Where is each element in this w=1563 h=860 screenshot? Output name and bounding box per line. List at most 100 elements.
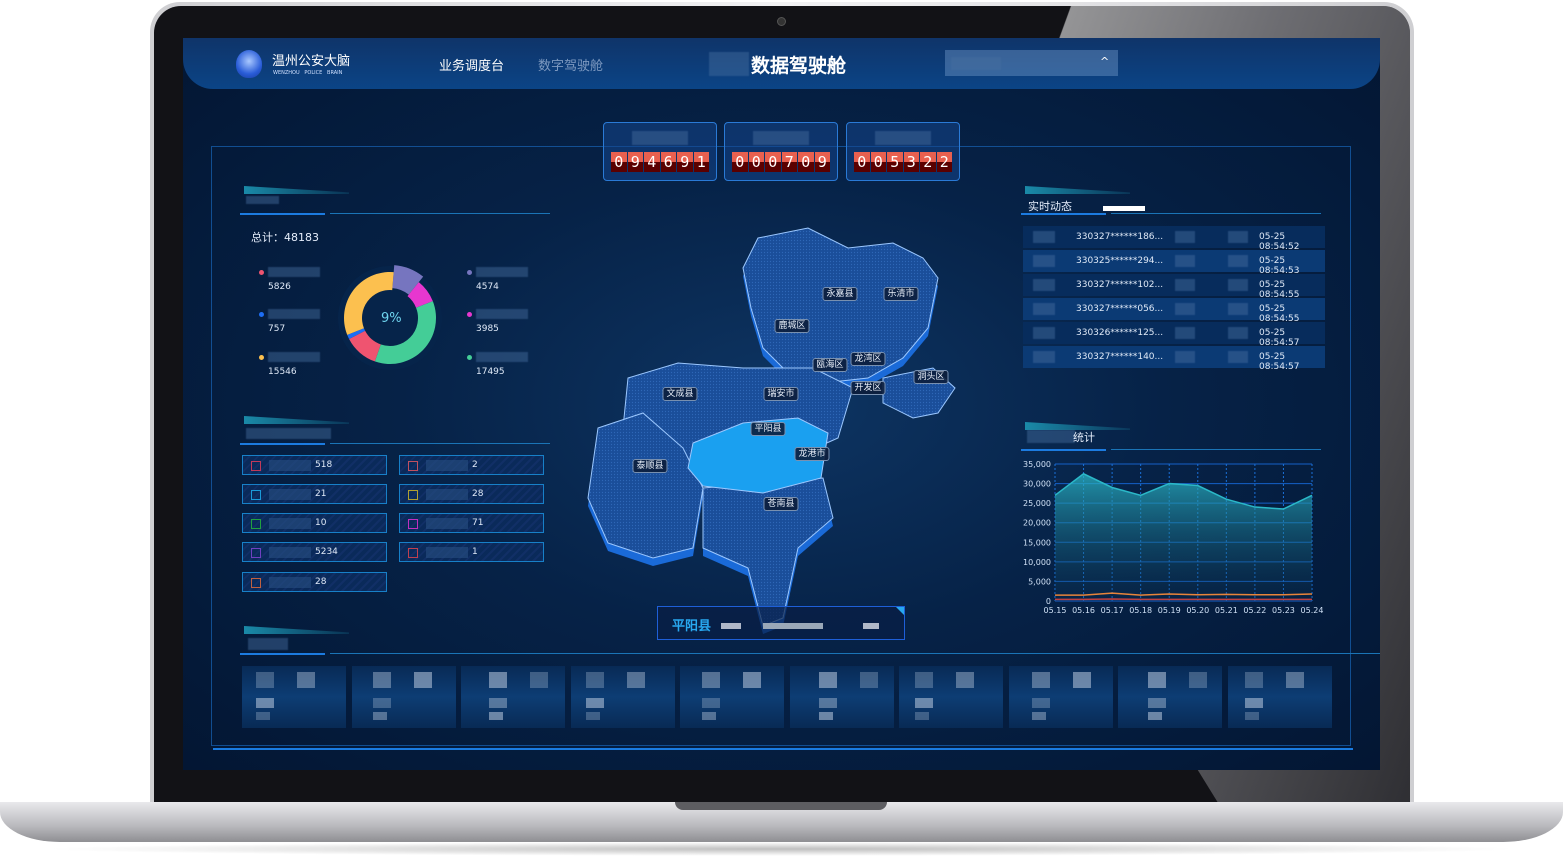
counter-digit: 9 — [677, 152, 693, 172]
selected-region-panel: 平阳县 — [657, 606, 905, 640]
donut-legend-item: 17495 — [467, 352, 528, 377]
map-label[interactable]: 永嘉县 — [822, 287, 858, 301]
map-label[interactable]: 瓯海区 — [812, 358, 848, 372]
legend-dot-icon — [467, 312, 472, 317]
series-area — [1055, 473, 1312, 601]
realtime-row[interactable]: 330327******186... 05-25 08:54:52 — [1023, 226, 1325, 252]
donut-slice — [344, 272, 394, 335]
summary-card[interactable] — [570, 666, 675, 728]
donut-total: 总计：48183 — [251, 231, 319, 244]
map-label[interactable]: 乐清市 — [883, 287, 919, 301]
counter-digit: 6 — [660, 152, 676, 172]
summary-card[interactable] — [1118, 666, 1222, 728]
map-label[interactable]: 龙湾区 — [850, 352, 886, 366]
frame-bottom-line — [213, 748, 1353, 750]
dashboard-screen: 温州公安大脑 WENZHOU POLICE BRAIN 业务调度台 数字驾驶舱 … — [183, 38, 1380, 770]
counter-digit: 1 — [693, 152, 709, 172]
map-label[interactable]: 龙港市 — [794, 447, 830, 461]
counter-digit: 2 — [936, 152, 952, 172]
y-tick-label: 5,000 — [1028, 577, 1051, 586]
map-label[interactable]: 平阳县 — [750, 422, 786, 436]
stat-item[interactable]: 71 — [399, 513, 544, 533]
stat-item[interactable]: 518 — [242, 455, 387, 475]
donut-slice — [407, 282, 433, 308]
y-tick-label: 25,000 — [1023, 499, 1051, 508]
category-square-icon — [251, 548, 261, 558]
page-title: 数据驾驶舱 — [751, 55, 847, 77]
x-tick-label: 05.18 — [1129, 606, 1152, 615]
stat-item[interactable]: 28 — [242, 572, 387, 592]
map-label[interactable]: 鹿城区 — [774, 319, 810, 333]
stat-item[interactable]: 28 — [399, 484, 544, 504]
logo-subtitle: WENZHOU POLICE BRAIN — [273, 70, 343, 76]
legend-dot-icon — [467, 270, 472, 275]
nav-digital-cockpit[interactable]: 数字驾驶舱 — [538, 59, 604, 74]
summary-card[interactable] — [680, 666, 784, 728]
region-dropdown[interactable]: ^ — [945, 50, 1118, 76]
chart-title: 统计 — [1073, 431, 1095, 444]
map-label[interactable]: 泰顺县 — [632, 459, 668, 473]
stat-item[interactable]: 1 — [399, 542, 544, 562]
realtime-badge-blurred — [1103, 206, 1145, 211]
police-badge-logo — [236, 50, 262, 78]
y-tick-label: 15,000 — [1023, 538, 1051, 547]
legend-dot-icon — [259, 355, 264, 360]
y-tick-label: 35,000 — [1023, 460, 1051, 469]
map-region-north — [742, 227, 939, 384]
top-header: 温州公安大脑 WENZHOU POLICE BRAIN 业务调度台 数字驾驶舱 … — [183, 38, 1380, 89]
donut-center-label: 9% — [381, 311, 402, 326]
series-line — [1055, 592, 1313, 596]
x-tick-label: 05.19 — [1158, 606, 1181, 615]
x-tick-label: 05.24 — [1301, 606, 1324, 615]
donut-legend-item: 15546 — [259, 352, 320, 377]
map-label[interactable]: 开发区 — [850, 381, 886, 395]
donut-slice — [374, 301, 436, 364]
realtime-row[interactable]: 330327******102... 05-25 08:54:55 — [1023, 274, 1325, 300]
counter-digit: 7 — [781, 152, 797, 172]
category-square-icon — [251, 519, 261, 529]
x-tick-label: 05.23 — [1272, 606, 1295, 615]
summary-card[interactable] — [1227, 666, 1332, 728]
category-square-icon — [251, 490, 261, 500]
title-prefix-blurred — [709, 52, 749, 76]
map-label[interactable]: 洞头区 — [913, 370, 949, 384]
category-square-icon — [251, 461, 261, 471]
map-region-taishun — [587, 412, 704, 559]
nav-dispatch[interactable]: 业务调度台 — [439, 59, 505, 74]
stat-item[interactable]: 2 — [399, 455, 544, 475]
donut-chart — [338, 265, 442, 370]
map-label[interactable]: 文成县 — [662, 387, 698, 401]
counter-digit: 0 — [732, 152, 748, 172]
x-tick-label: 05.20 — [1186, 606, 1209, 615]
map-label[interactable]: 瑞安市 — [763, 387, 799, 401]
realtime-row[interactable]: 330326******125... 05-25 08:54:57 — [1023, 322, 1325, 348]
stat-item[interactable]: 10 — [242, 513, 387, 533]
realtime-row[interactable]: 330327******140... 05-25 08:54:57 — [1023, 346, 1325, 372]
y-tick-label: 0 — [1046, 597, 1051, 606]
stat-item[interactable]: 21 — [242, 484, 387, 504]
summary-card[interactable] — [899, 666, 1003, 728]
counter-digit: 5 — [887, 152, 903, 172]
summary-card[interactable] — [1008, 666, 1113, 728]
x-tick-label: 05.17 — [1101, 606, 1124, 615]
realtime-row[interactable]: 330325******294... 05-25 08:54:53 — [1023, 250, 1325, 276]
donut-legend-item: 757 — [259, 309, 320, 334]
summary-card[interactable] — [242, 666, 346, 728]
summary-card[interactable] — [789, 666, 894, 728]
map-region-pingyang-selected — [687, 417, 829, 494]
summary-card[interactable] — [351, 666, 456, 728]
donut-legend-item: 3985 — [467, 309, 528, 334]
counter-digit: 4 — [644, 152, 660, 172]
counter-digit: 3 — [903, 152, 919, 172]
counter-digit: 0 — [854, 152, 870, 172]
category-square-icon — [408, 519, 418, 529]
series-line — [1054, 472, 1313, 510]
map-label[interactable]: 苍南县 — [763, 497, 799, 511]
summary-card[interactable] — [461, 666, 565, 728]
realtime-row[interactable]: 330327******056... 05-25 08:54:55 — [1023, 298, 1325, 324]
y-tick-label: 10,000 — [1023, 558, 1051, 567]
legend-dot-icon — [259, 270, 264, 275]
stat-item[interactable]: 5234 — [242, 542, 387, 562]
laptop-shadow — [40, 842, 1523, 856]
